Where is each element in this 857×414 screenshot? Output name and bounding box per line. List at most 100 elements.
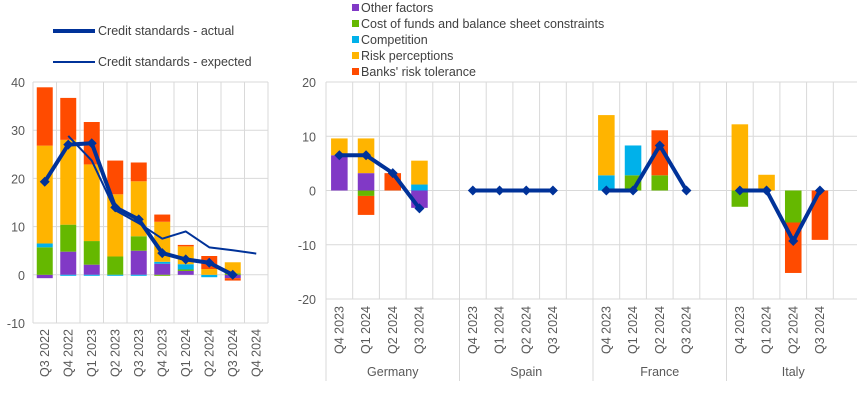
right-bar-risk-perceptions [758,174,775,191]
left-y-tick-label: 40 [11,76,25,90]
legend-label-cost: Cost of funds and balance sheet constrai… [361,17,604,31]
right-bar-other-factors [331,155,348,191]
left-bar-banks-risk-tolerance [36,87,53,146]
left-bar-cost-of-funds-and-balance-sheet-constraints [107,256,124,275]
right-bar-cost-of-funds-and-balance-sheet-constraints [784,190,802,223]
left-bar-risk-perceptions [224,262,241,274]
left-bar-other-factors [36,274,53,279]
left-bar-competition [36,243,53,248]
left-bar-banks-risk-tolerance [154,214,171,222]
right-x-tick-label: Q3 2024 [679,306,693,354]
left-bar-other-factors [177,270,194,275]
left-x-tick-label: Q3 2023 [132,329,146,377]
right-axis-labels: -20 -10 0 10 20 Q4 2023 Q1 2024 Q2 2024 Q3 2024 G… [298,76,827,379]
left-y-tick-label: 20 [11,172,25,186]
right-marker-credit-standards-actual [788,235,799,246]
left-axis-labels: -10 0 10 20 30 40 Q3 2022 Q4 2022 Q1 2023 Q2 2023… [7,76,263,377]
left-x-tick-label: Q4 2024 [249,329,263,377]
left-x-tick-label: Q2 2024 [202,329,216,377]
legend-item-risk: Risk perceptions [352,49,453,63]
legend-item-tolerance: Banks' risk tolerance [352,65,476,79]
legend-label-tolerance: Banks' risk tolerance [361,65,476,79]
right-bar-cost-of-funds-and-balance-sheet-constraints [357,190,375,196]
right-y-tick-label: 10 [302,130,316,144]
right-x-tick-label: Q3 2024 [546,306,560,354]
left-x-tick-label: Q1 2024 [179,329,193,377]
left-legend: Credit standards - actual Credit standar… [53,24,252,69]
left-x-tick-label: Q4 2022 [61,329,75,377]
left-bar-cost-of-funds-and-balance-sheet-constraints [154,274,171,276]
left-bar-cost-of-funds-and-balance-sheet-constraints [60,224,77,252]
right-lines [334,140,825,246]
legend-swatch-tolerance [352,68,359,75]
legend-item-actual: Credit standards - actual [53,24,234,38]
left-bar-banks-risk-tolerance [107,160,124,195]
left-bar-competition [130,274,147,276]
left-marker-credit-standards-actual [63,139,74,150]
left-bar-risk-perceptions [201,269,218,275]
right-marker-credit-standards-actual [734,185,745,196]
left-y-tick-label: -10 [7,317,25,331]
right-line-credit-standards-actual [339,153,422,210]
right-group-label: Spain [510,365,542,379]
left-x-tick-label: Q2 2023 [108,329,122,377]
left-bar-cost-of-funds-and-balance-sheet-constraints [130,236,147,251]
right-x-tick-label: Q4 2023 [599,306,613,354]
left-bar-cost-of-funds-and-balance-sheet-constraints [177,269,194,271]
right-marker-credit-standards-actual [414,203,425,214]
legend-swatch-other [352,4,359,11]
right-x-tick-label: Q3 2024 [412,306,426,354]
right-bar-competition [624,145,642,176]
right-bar-competition [598,175,615,191]
right-x-tick-label: Q1 2024 [760,306,774,354]
legend-swatch-competition [352,36,359,43]
right-bar-banks-risk-tolerance [811,190,829,240]
right-y-tick-label: 0 [309,185,316,199]
left-y-tick-label: 0 [18,269,25,283]
right-x-tick-label: Q1 2024 [359,306,373,354]
left-bar-other-factors [130,250,147,275]
right-line-credit-standards-actual [606,143,689,193]
legend-item-expected: Credit standards - expected [53,55,252,69]
left-x-tick-label: Q1 2023 [85,329,99,377]
legend-item-cost: Cost of funds and balance sheet constrai… [352,17,604,31]
right-marker-credit-standards-actual [601,185,612,196]
left-bar-competition [177,264,194,270]
left-marker-credit-standards-actual [227,269,238,280]
right-group-label: Germany [367,365,419,379]
right-x-tick-label: Q4 2023 [466,306,480,354]
right-bar-risk-perceptions [331,138,348,156]
left-bar-risk-perceptions [36,145,53,244]
right-x-tick-label: Q1 2024 [493,306,507,354]
right-bar-banks-risk-tolerance [651,130,669,176]
left-lines [39,135,257,280]
right-gridlines [325,81,857,381]
left-bar-competition [107,274,124,276]
left-bars [36,87,241,281]
left-x-tick-label: Q4 2023 [155,329,169,377]
left-marker-credit-standards-actual [204,257,215,268]
left-bar-risk-perceptions [60,139,77,225]
right-x-tick-label: Q2 2024 [386,306,400,354]
right-bar-cost-of-funds-and-balance-sheet-constraints [651,175,669,191]
left-bar-competition [201,274,218,278]
left-bar-risk-perceptions [154,221,171,262]
right-marker-credit-standards-actual [814,185,825,196]
right-group-label: Italy [782,365,806,379]
right-x-tick-label: Q2 2024 [519,306,533,354]
left-bar-competition [60,274,77,276]
left-marker-credit-standards-actual [180,254,191,265]
legend-item-competition: Competition [352,33,428,47]
left-x-tick-label: Q3 2022 [38,329,52,377]
left-bar-competition [83,274,100,276]
legend-label-risk: Risk perceptions [361,49,453,63]
right-marker-credit-standards-actual [654,140,665,151]
legend-item-other: Other factors [352,1,433,15]
right-marker-credit-standards-actual [547,185,558,196]
right-bar-risk-perceptions [598,115,615,176]
right-bar-risk-perceptions [731,124,749,191]
legend-label-actual: Credit standards - actual [98,24,234,38]
left-x-tick-label: Q3 2024 [226,329,240,377]
left-bar-other-factors [154,263,171,275]
right-bar-risk-perceptions [411,160,428,185]
